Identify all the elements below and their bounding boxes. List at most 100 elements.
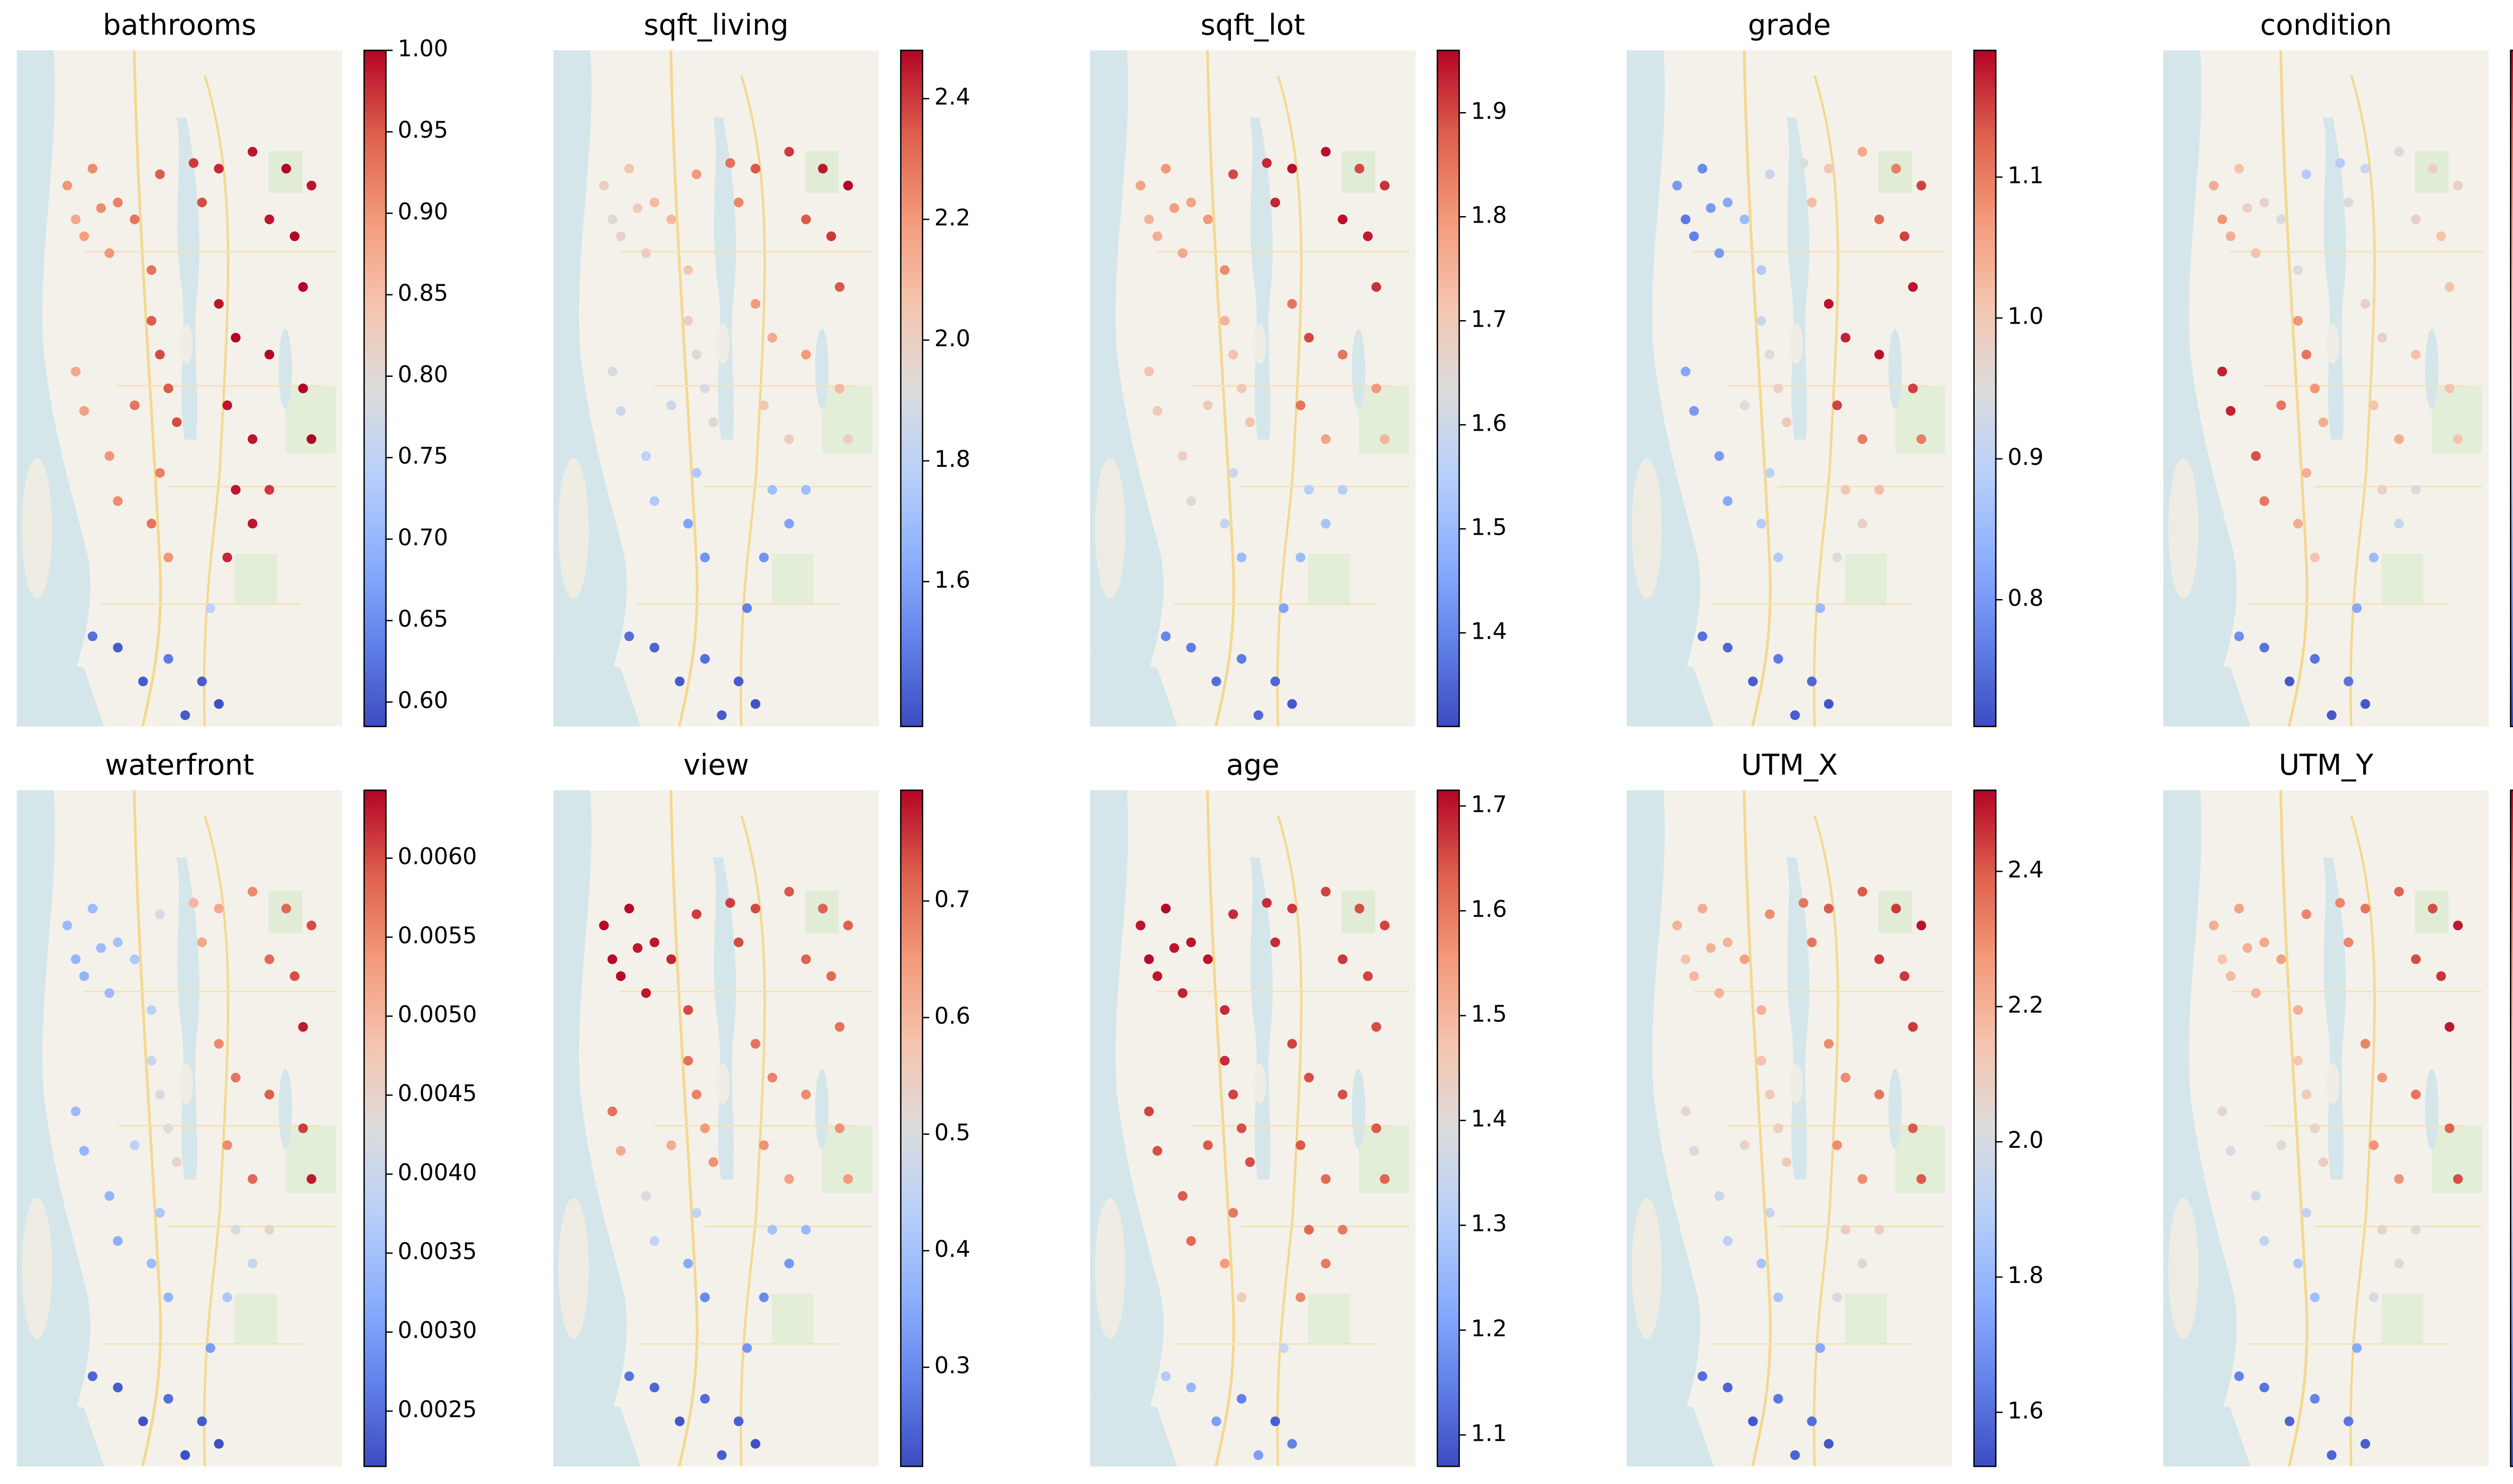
data-point — [616, 231, 626, 241]
data-point — [1857, 519, 1868, 529]
data-point — [2217, 1106, 2228, 1117]
data-point — [1916, 1174, 1926, 1184]
data-point — [1186, 642, 1196, 653]
data-point — [1823, 904, 1834, 914]
data-point — [1841, 1225, 1851, 1235]
colorbar-tick-label: 0.6 — [934, 1003, 971, 1029]
panel-title: UTM_X — [1741, 748, 1838, 781]
data-point — [708, 417, 719, 427]
data-point — [214, 163, 224, 174]
colorbar-tick-label: 2.2 — [2007, 992, 2044, 1018]
data-point — [1211, 1416, 1221, 1426]
colorbar-tick-label: 0.3 — [934, 1352, 971, 1379]
data-point — [2453, 920, 2463, 931]
data-point — [843, 180, 853, 190]
data-point — [834, 383, 845, 393]
colorbar-tick-label: 0.90 — [398, 198, 448, 225]
basemap — [1626, 50, 1952, 726]
data-point — [1186, 1382, 1196, 1393]
data-point — [1782, 417, 1792, 427]
data-point — [692, 349, 702, 360]
data-point — [692, 468, 702, 478]
data-point — [2309, 1123, 2320, 1133]
data-point — [247, 1258, 258, 1268]
data-point — [1697, 631, 1707, 641]
data-point — [2234, 904, 2244, 914]
data-point — [1722, 1382, 1733, 1393]
data-point — [607, 954, 618, 964]
data-point — [818, 904, 828, 914]
data-point — [2445, 383, 2455, 393]
data-point — [146, 316, 157, 326]
data-point — [1857, 434, 1868, 444]
data-point — [2293, 316, 2303, 326]
data-point — [649, 496, 659, 506]
data-point — [683, 316, 693, 326]
data-point — [2453, 180, 2463, 190]
data-point — [214, 904, 224, 914]
data-point — [2293, 265, 2303, 275]
colorbar-tick-label: 0.75 — [398, 443, 448, 469]
data-point — [692, 169, 702, 179]
data-point — [1823, 163, 1834, 174]
colorbar-tick-label: 0.7 — [934, 886, 971, 913]
data-point — [138, 676, 148, 686]
data-point — [616, 1146, 626, 1156]
data-point — [171, 417, 182, 427]
data-point — [1287, 163, 1297, 174]
data-point — [1765, 169, 1775, 179]
data-point — [96, 203, 106, 213]
data-point — [1756, 265, 1767, 275]
data-point — [1899, 231, 1909, 241]
data-point — [155, 468, 165, 478]
colorbar-tick-label: 1.5 — [1471, 1001, 1507, 1027]
colorbar-tick-label: 2.4 — [2007, 856, 2044, 883]
data-point — [2369, 1292, 2379, 1303]
data-point — [843, 920, 853, 931]
colorbar-tick-label: 1.5 — [1471, 514, 1507, 540]
data-point — [1211, 676, 1221, 686]
colorbar-tick-label: 1.8 — [1471, 202, 1507, 228]
data-point — [1203, 400, 1213, 411]
data-point — [843, 434, 853, 444]
data-point — [264, 349, 274, 360]
data-point — [834, 282, 845, 292]
data-point — [155, 349, 165, 360]
data-point — [759, 552, 769, 562]
data-point — [2217, 366, 2228, 376]
data-point — [188, 158, 199, 168]
data-point — [180, 1450, 190, 1460]
data-point — [2360, 699, 2370, 709]
data-point — [2318, 1157, 2329, 1167]
data-point — [674, 1416, 685, 1426]
data-point — [1672, 180, 1682, 190]
data-point — [2293, 1258, 2303, 1268]
data-point — [1161, 904, 1171, 914]
data-point — [2259, 197, 2269, 208]
data-point — [1321, 519, 1331, 529]
data-point — [2411, 954, 2421, 964]
data-point — [1262, 898, 1272, 908]
data-point — [1321, 886, 1331, 897]
colorbar-tick-label: 1.3 — [1471, 1210, 1507, 1237]
data-point — [616, 406, 626, 416]
data-point — [1857, 1174, 1868, 1184]
data-point — [1337, 485, 1347, 495]
data-point — [87, 163, 98, 174]
colorbar — [2509, 49, 2513, 727]
colorbar-tick-label: 2.2 — [934, 205, 971, 231]
data-point — [1287, 699, 1297, 709]
data-point — [2242, 203, 2253, 213]
data-point — [649, 1236, 659, 1246]
data-point — [1337, 214, 1347, 225]
data-point — [784, 886, 794, 897]
data-point — [1773, 1394, 1783, 1404]
data-point — [2276, 954, 2286, 964]
data-point — [1765, 909, 1775, 919]
data-point — [1874, 214, 1884, 225]
data-point — [231, 333, 241, 343]
data-point — [1135, 180, 1145, 190]
data-point — [146, 1005, 157, 1015]
data-point — [1916, 920, 1926, 931]
data-point — [1908, 1123, 1918, 1133]
